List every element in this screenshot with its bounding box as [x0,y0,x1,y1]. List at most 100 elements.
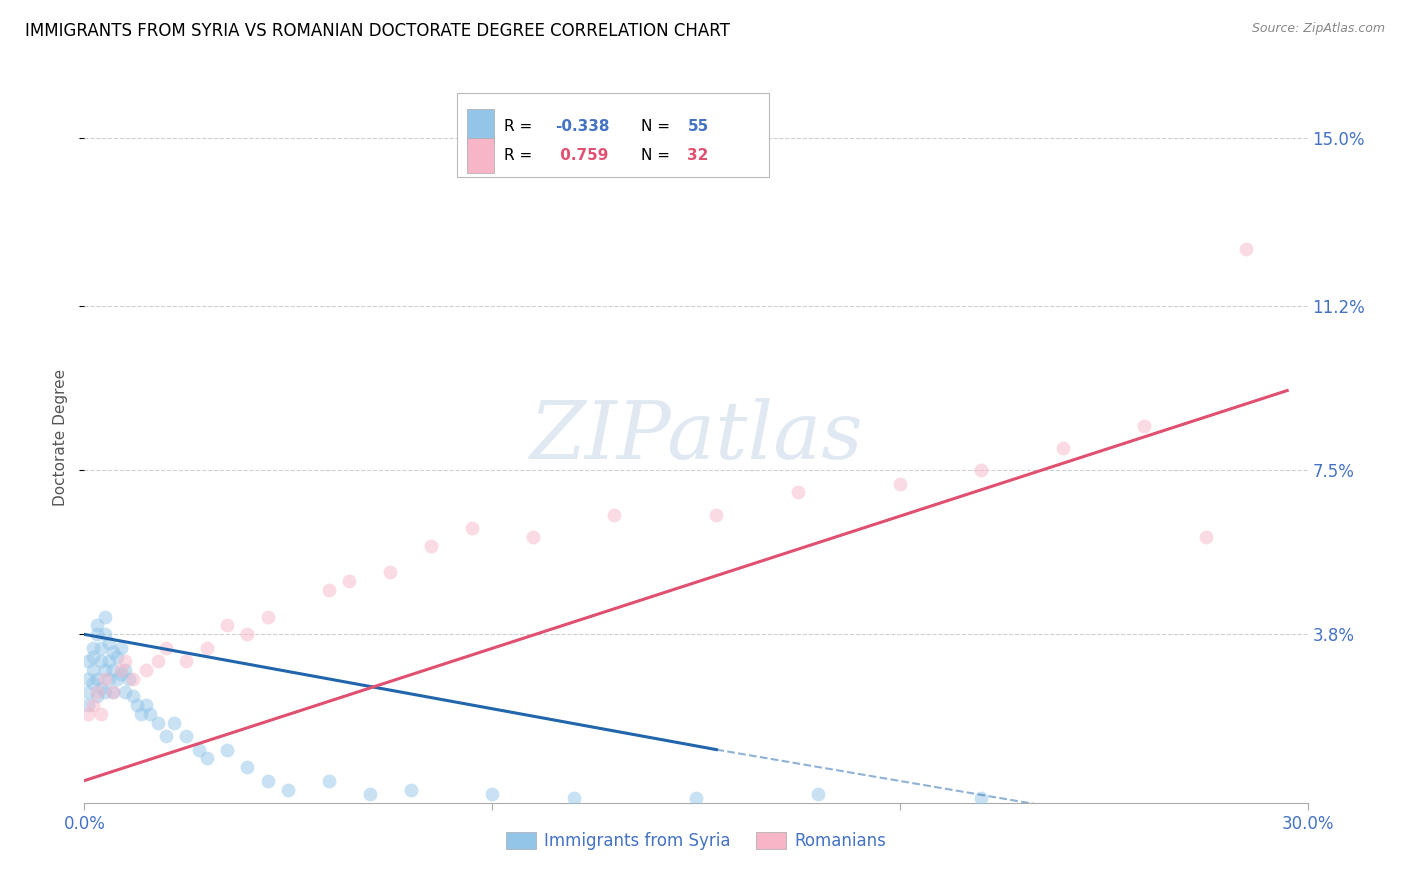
Legend: Immigrants from Syria, Romanians: Immigrants from Syria, Romanians [499,825,893,856]
Point [174,729,197,743]
Point [90,640,112,655]
Point [807,787,830,801]
Bar [467,138,494,173]
Point [135,698,157,713]
Point [146,654,169,668]
Point [970,463,993,477]
Point [77,654,100,668]
Point [174,654,197,668]
Point [1133,419,1156,434]
Point [706,508,728,522]
Point [257,609,280,624]
Point [77,672,100,686]
Bar [467,109,494,144]
Point [318,582,340,597]
Point [481,787,503,801]
Point [101,663,124,677]
Text: 32: 32 [688,148,709,163]
Point [217,618,239,632]
Point [97,654,120,668]
Text: N =: N = [641,148,675,163]
Point [138,707,160,722]
FancyBboxPatch shape [457,94,769,178]
Point [236,760,259,774]
Y-axis label: Doctorate Degree: Doctorate Degree [53,368,69,506]
Point [114,663,136,677]
Point [399,782,422,797]
Text: -0.338: -0.338 [555,119,610,134]
Point [118,672,141,686]
Point [86,627,108,641]
Point [380,566,402,580]
Point [86,685,108,699]
Point [217,742,239,756]
Point [318,773,340,788]
Point [86,672,108,686]
Point [970,791,993,805]
Point [82,640,104,655]
Point [101,685,124,699]
Point [110,663,132,677]
Point [77,685,100,699]
Point [339,574,361,589]
Point [93,672,115,686]
Point [93,627,115,641]
Point [93,685,115,699]
Point [82,663,104,677]
Point [110,667,132,681]
Point [82,649,104,664]
Point [77,698,100,713]
Point [163,716,186,731]
Point [131,707,153,722]
Point [155,729,177,743]
Text: R =: R = [503,119,537,134]
Point [110,640,132,655]
Point [101,685,124,699]
Point [685,791,707,805]
Text: R =: R = [503,148,537,163]
Point [93,609,115,624]
Point [257,773,280,788]
Point [135,663,157,677]
Point [195,640,218,655]
Text: 0.759: 0.759 [555,148,609,163]
Point [93,663,115,677]
Point [101,645,124,659]
Point [90,707,112,722]
Point [97,672,120,686]
Point [86,690,108,704]
Point [603,508,626,522]
Text: Source: ZipAtlas.com: Source: ZipAtlas.com [1251,22,1385,36]
Text: N =: N = [641,119,675,134]
Point [187,742,209,756]
Point [105,672,128,686]
Point [77,707,100,722]
Point [97,636,120,650]
Point [889,476,911,491]
Point [1052,441,1074,455]
Text: ZIPatlas: ZIPatlas [529,399,863,475]
Point [122,690,145,704]
Point [1236,242,1258,256]
Point [277,782,299,797]
Point [461,521,484,535]
Point [82,676,104,690]
Point [195,751,218,765]
Point [155,640,177,655]
Point [787,485,810,500]
Point [359,787,381,801]
Point [562,791,585,805]
Point [236,627,259,641]
Point [122,672,145,686]
Text: IMMIGRANTS FROM SYRIA VS ROMANIAN DOCTORATE DEGREE CORRELATION CHART: IMMIGRANTS FROM SYRIA VS ROMANIAN DOCTOR… [25,22,730,40]
Point [420,539,443,553]
Point [86,618,108,632]
Point [1195,530,1218,544]
Point [146,716,169,731]
Point [90,681,112,695]
Point [114,685,136,699]
Point [522,530,544,544]
Point [114,654,136,668]
Point [105,649,128,664]
Point [90,654,112,668]
